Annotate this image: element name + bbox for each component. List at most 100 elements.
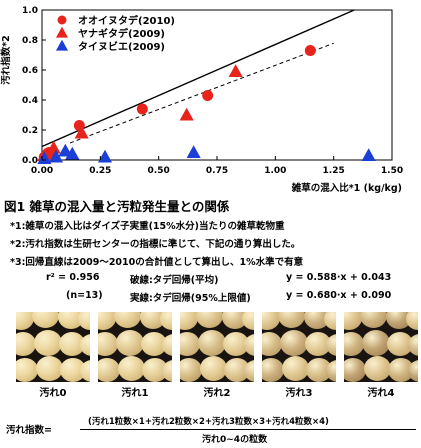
- x-tick-label: 0.00: [31, 166, 53, 176]
- point-series-1: [228, 64, 243, 77]
- y-tick-label: 0.2: [22, 126, 38, 136]
- soybean: [116, 330, 144, 356]
- x-tick-label: 0.25: [89, 166, 111, 176]
- soybean-photo-row: 汚れ0 汚れ1 汚れ2 汚れ3 汚れ4: [16, 312, 418, 404]
- point-series-2: [37, 151, 52, 164]
- soybean: [242, 312, 254, 330]
- soybean: [140, 312, 166, 329]
- photo-grade-3: 汚れ3: [262, 312, 336, 399]
- y-tick-label: 0.4: [22, 96, 38, 106]
- soybean: [162, 360, 172, 382]
- formula-denominator: 汚れ0~4の粒数: [202, 435, 268, 445]
- soybean: [278, 312, 305, 328]
- x-tick-label: 0.75: [206, 166, 228, 176]
- soybean: [34, 330, 62, 356]
- scatter-chart: 0.00 0.25 0.50 0.75 1.00 1.25 1.50 0.0 0.2 0.4 0.6…: [0, 6, 403, 194]
- soybean: [16, 332, 36, 356]
- photo-grade-1: 汚れ1: [98, 312, 172, 399]
- formula-numerator: (汚れ1粒数×1+汚れ2粒数×2+汚れ3粒数×3+汚れ4粒数×4): [88, 417, 329, 427]
- y-tick-label: 0.8: [22, 36, 38, 46]
- soybean-photo-4: [344, 312, 418, 382]
- soybean: [198, 330, 226, 356]
- soybean-photo-3: [262, 312, 336, 382]
- soybean: [114, 312, 141, 328]
- soybean: [362, 330, 390, 356]
- soybean: [326, 360, 336, 382]
- point-series-2: [58, 143, 73, 157]
- soybean: [386, 312, 412, 329]
- point-series-1: [179, 107, 194, 121]
- soybean: [36, 356, 63, 381]
- soybean: [244, 334, 254, 356]
- soybean: [98, 358, 120, 382]
- y-tick-label: 1.0: [22, 6, 38, 16]
- point-series-0: [202, 90, 214, 101]
- soybean: [32, 312, 59, 328]
- regression-lines: [41, 9, 355, 148]
- photo-label-4: 汚れ4: [367, 388, 395, 399]
- figure-title: 図1 雑草の混入量と汚粒発生量との関係: [4, 199, 230, 214]
- soybean: [282, 356, 309, 381]
- x-tick-label: 1.50: [381, 166, 403, 176]
- soybean: [118, 356, 145, 381]
- soybean: [160, 312, 172, 330]
- point-series-2: [361, 148, 376, 161]
- soybean: [80, 360, 90, 382]
- photo-grade-2: 汚れ2: [180, 312, 254, 399]
- soybean: [262, 358, 284, 382]
- photo-label-0: 汚れ0: [39, 388, 67, 399]
- soybean: [360, 312, 387, 328]
- data-points: [37, 45, 376, 164]
- photo-grade-4: 汚れ4: [344, 312, 418, 399]
- soybean: [98, 312, 116, 330]
- soybean: [324, 312, 336, 330]
- soil-index-formula: 汚れ指数= (汚れ1粒数×1+汚れ2粒数×2+汚れ3粒数×3+汚れ4粒数×4) …: [0, 412, 421, 448]
- solid-line-equation: y = 0.680·x + 0.090: [286, 290, 392, 301]
- soybean: [326, 334, 336, 356]
- photo-grade-0: 汚れ0: [16, 312, 90, 399]
- solid-line-label: 実線:タデ回帰(95%上限値): [130, 293, 251, 304]
- point-series-0: [304, 45, 316, 56]
- soybean: [408, 334, 418, 356]
- formula-fraction-bar: [80, 429, 416, 430]
- soybean: [406, 312, 418, 330]
- y-tick-label: 0.6: [22, 66, 38, 76]
- stat-n: (n=13): [66, 290, 103, 301]
- soybean: [16, 312, 34, 330]
- formula-lhs: 汚れ指数=: [6, 425, 52, 436]
- regression-line-upper: [41, 9, 355, 148]
- stat-r2: r² = 0.956: [46, 272, 100, 283]
- x-tick-label: 1.25: [323, 166, 345, 176]
- soybean: [80, 334, 90, 356]
- point-series-0: [136, 103, 148, 115]
- point-series-1: [74, 125, 89, 139]
- dashed-line-label: 破線:タデ回帰(平均): [130, 275, 219, 286]
- point-series-2: [97, 149, 113, 163]
- soybean: [244, 360, 254, 382]
- legend-marker-1: [55, 26, 69, 38]
- axis-ticks: 0.00 0.25 0.50 0.75 1.00 1.25 1.50 0.0 0.2 0.4 0.6…: [22, 6, 403, 176]
- x-tick-label: 0.50: [148, 166, 170, 176]
- dashed-line-equation: y = 0.588·x + 0.043: [286, 272, 392, 283]
- point-series-2: [65, 146, 80, 160]
- soybean: [200, 356, 227, 381]
- point-series-2: [186, 145, 201, 158]
- soybean: [364, 356, 391, 381]
- soybean: [162, 334, 172, 356]
- soybean: [344, 332, 364, 356]
- soybean: [408, 360, 418, 382]
- legend-marker-2: [55, 39, 69, 51]
- soybean: [344, 312, 362, 330]
- soybean: [180, 312, 198, 330]
- soybean-photo-0: [16, 312, 90, 382]
- soybean: [262, 332, 282, 356]
- y-tick-label: 0.0: [22, 156, 38, 166]
- soybean: [262, 312, 280, 330]
- legend-label-1: ヤナギタデ(2009): [78, 27, 165, 40]
- note-2: *2:汚れ指数は生研センターの指標に準じて、下記の通り算出した。: [10, 239, 301, 250]
- legend: オオイヌタデ(2010)ヤナギタデ(2009)タイヌビエ(2009): [55, 14, 175, 53]
- note-1: *1:雑草の混入比はダイズ子実重(15%水分)当たりの雑草乾物重: [10, 221, 285, 232]
- soybean: [58, 312, 84, 329]
- soybean: [16, 358, 38, 382]
- soybean: [280, 330, 308, 356]
